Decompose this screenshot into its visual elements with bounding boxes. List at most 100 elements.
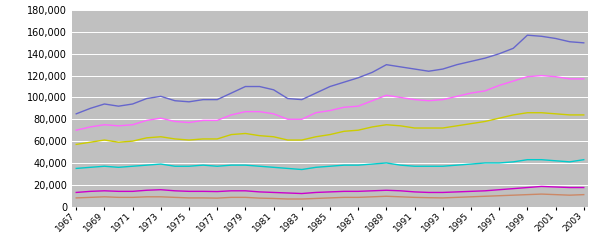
90th (355, 105, 362, 108)
10th (242, 196, 249, 199)
10th (298, 198, 305, 201)
90th (439, 98, 446, 101)
10th (270, 197, 277, 200)
95th (453, 63, 460, 66)
10th (481, 195, 488, 198)
Line: 90th: 90th (76, 76, 584, 130)
20th (129, 190, 136, 193)
50th (509, 160, 517, 163)
50th (566, 160, 573, 163)
20th (524, 186, 531, 189)
95th (580, 41, 587, 44)
80th (313, 135, 320, 138)
20th (313, 191, 320, 194)
90th (115, 124, 122, 127)
10th (453, 196, 460, 199)
80th (552, 112, 559, 115)
95th (256, 85, 263, 88)
90th (129, 123, 136, 126)
80th (200, 137, 207, 140)
20th (101, 189, 108, 192)
80th (284, 139, 292, 142)
20th (185, 190, 193, 193)
10th (185, 196, 193, 199)
90th (340, 106, 347, 109)
Line: 20th: 20th (76, 186, 584, 194)
50th (87, 166, 94, 169)
50th (411, 165, 418, 168)
50th (115, 166, 122, 169)
80th (538, 111, 545, 114)
95th (425, 70, 432, 73)
10th (355, 196, 362, 199)
80th (101, 139, 108, 142)
50th (157, 163, 164, 166)
95th (566, 40, 573, 43)
80th (340, 130, 347, 133)
10th (425, 196, 432, 199)
90th (214, 119, 221, 122)
90th (143, 119, 151, 122)
90th (552, 75, 559, 78)
80th (397, 124, 404, 127)
50th (496, 162, 503, 165)
90th (326, 109, 334, 112)
90th (397, 96, 404, 99)
90th (298, 118, 305, 121)
80th (566, 113, 573, 116)
90th (87, 125, 94, 129)
20th (73, 191, 80, 194)
20th (157, 188, 164, 191)
10th (509, 194, 517, 197)
10th (101, 195, 108, 198)
50th (284, 167, 292, 170)
50th (552, 159, 559, 162)
80th (129, 140, 136, 143)
80th (524, 111, 531, 114)
20th (368, 189, 376, 192)
50th (467, 163, 475, 166)
80th (172, 137, 179, 140)
80th (115, 141, 122, 144)
90th (467, 91, 475, 94)
50th (481, 162, 488, 165)
10th (566, 194, 573, 197)
10th (115, 196, 122, 199)
90th (313, 111, 320, 114)
95th (538, 35, 545, 38)
20th (481, 189, 488, 192)
10th (256, 197, 263, 200)
20th (509, 187, 517, 190)
20th (256, 191, 263, 194)
10th (552, 193, 559, 196)
50th (383, 162, 390, 165)
95th (185, 100, 193, 103)
95th (214, 98, 221, 101)
90th (580, 77, 587, 80)
95th (313, 91, 320, 94)
95th (368, 71, 376, 74)
90th (453, 95, 460, 98)
95th (143, 97, 151, 100)
Line: 80th: 80th (76, 113, 584, 144)
95th (115, 105, 122, 108)
95th (411, 68, 418, 71)
80th (228, 133, 235, 136)
95th (340, 81, 347, 84)
20th (496, 188, 503, 191)
90th (411, 98, 418, 101)
50th (368, 163, 376, 166)
50th (453, 164, 460, 167)
90th (368, 99, 376, 102)
50th (242, 164, 249, 167)
95th (87, 107, 94, 110)
20th (284, 192, 292, 195)
10th (73, 196, 80, 199)
80th (383, 123, 390, 126)
10th (313, 197, 320, 200)
10th (397, 195, 404, 198)
50th (228, 164, 235, 167)
80th (509, 113, 517, 116)
80th (368, 125, 376, 129)
Line: 10th: 10th (76, 194, 584, 199)
